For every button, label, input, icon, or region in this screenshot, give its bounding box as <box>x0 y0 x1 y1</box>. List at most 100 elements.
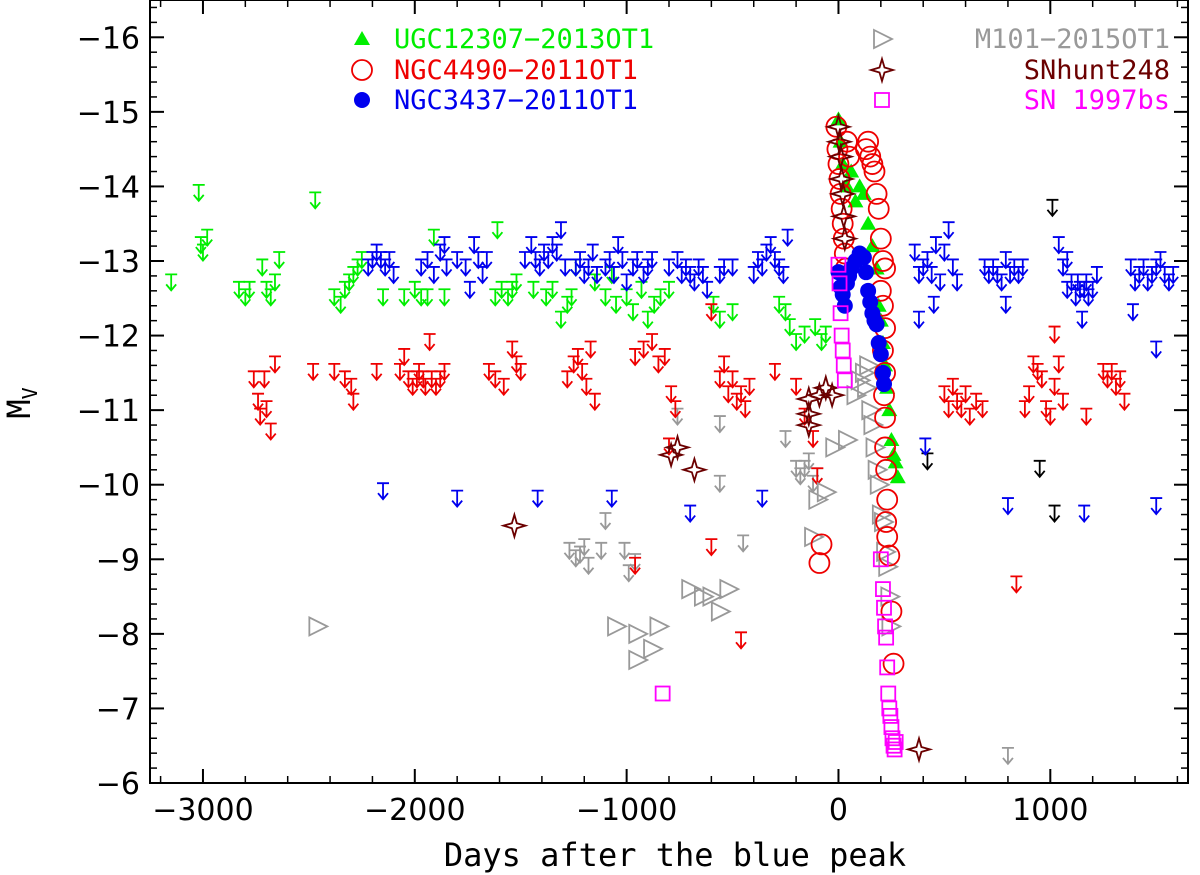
data-point <box>834 342 851 359</box>
data-point <box>816 481 838 503</box>
upper-limit-point <box>408 280 421 300</box>
data-point <box>710 601 732 622</box>
legend-label: UGC12307−2013OT1 <box>394 24 654 55</box>
upper-limit-point <box>726 303 739 322</box>
data-point <box>871 504 893 525</box>
upper-limit-point <box>783 318 796 337</box>
upper-limit-point <box>908 243 921 262</box>
upper-limit-point <box>921 452 934 471</box>
data-point <box>810 533 833 556</box>
upper-limit-point <box>415 258 428 277</box>
data-point <box>817 380 847 410</box>
data-point <box>835 357 852 374</box>
legend-label: NGC3437−2011OT1 <box>394 85 638 116</box>
upper-limit-point <box>781 228 794 248</box>
upper-limit-point <box>165 273 178 292</box>
upper-limit-point <box>1048 377 1061 397</box>
legend-marker <box>354 92 370 108</box>
series <box>500 112 934 764</box>
data-point <box>880 685 897 702</box>
upper-limit-point <box>946 258 959 277</box>
upper-limit-point <box>491 221 504 240</box>
data-point <box>836 372 853 389</box>
x-tick-label: −1000 <box>576 793 677 828</box>
upper-limit-point <box>574 251 587 270</box>
y-tick-label: −9 <box>96 543 140 578</box>
legend-marker <box>874 92 890 108</box>
data-point <box>832 305 849 322</box>
upper-limit-point <box>768 362 781 382</box>
upper-limit-point <box>497 377 510 397</box>
data-point <box>836 130 858 153</box>
data-point <box>794 399 824 429</box>
data-point <box>824 112 853 142</box>
y-tick-label: −7 <box>96 692 140 727</box>
upper-limit-point <box>554 221 567 240</box>
upper-limit-point <box>665 385 678 404</box>
upper-limit-point <box>912 310 925 330</box>
upper-limit-point <box>701 280 714 300</box>
upper-limit-point <box>970 392 983 412</box>
x-tick-label: 0 <box>829 793 848 828</box>
data-point <box>827 164 856 194</box>
upper-limit-point <box>603 251 616 270</box>
data-point <box>855 249 872 266</box>
upper-limit-point <box>790 377 803 397</box>
upper-limit-point <box>599 288 612 307</box>
data-point <box>628 623 650 645</box>
upper-limit-point <box>652 355 665 374</box>
upper-limit-point <box>648 295 661 315</box>
legend-label: NGC4490−2011OT1 <box>394 55 638 86</box>
legend-marker <box>354 31 370 45</box>
y-axis-title: MV <box>0 387 42 418</box>
data-points <box>165 111 1180 766</box>
upper-limit-point <box>247 370 260 389</box>
series <box>654 256 904 758</box>
upper-limit-point <box>921 251 934 270</box>
upper-limit-point <box>482 362 495 382</box>
upper-limit-point <box>377 482 390 501</box>
series <box>563 407 1014 766</box>
axis-ticks <box>150 0 1188 784</box>
upper-limit-point <box>605 489 618 509</box>
data-point <box>860 215 877 230</box>
upper-limit-point <box>629 556 642 576</box>
data-point <box>868 316 885 333</box>
data-point <box>663 433 692 462</box>
legend: UGC12307−2013OT1NGC4490−2011OT1NGC3437−2… <box>351 24 1170 116</box>
data-point <box>857 130 880 153</box>
data-point <box>654 685 671 702</box>
data-point <box>628 649 650 671</box>
upper-limit-point <box>1126 303 1139 322</box>
upper-limit-point <box>705 538 718 557</box>
legend-label: SNhunt248 <box>1024 55 1170 86</box>
upper-limit-point <box>421 251 434 270</box>
upper-limit-point <box>671 251 684 270</box>
upper-limit-point <box>510 273 523 292</box>
upper-limit-point <box>1023 385 1036 404</box>
upper-limit-point <box>438 288 451 307</box>
upper-limit-point <box>735 385 748 404</box>
upper-limit-point <box>260 400 273 419</box>
upper-limit-point <box>663 280 675 300</box>
upper-limit-point <box>1044 407 1057 427</box>
series <box>308 354 903 671</box>
upper-limit-point <box>1080 407 1093 427</box>
data-point <box>875 511 898 533</box>
upper-limit-point <box>739 400 752 419</box>
upper-limit-point <box>307 362 320 382</box>
upper-limit-point <box>718 355 731 374</box>
upper-limit-point <box>1057 392 1070 412</box>
data-point <box>846 384 868 406</box>
upper-limit-point <box>616 251 629 270</box>
upper-limit-point <box>713 415 726 434</box>
upper-limit-point <box>790 333 803 352</box>
upper-limit-point <box>995 273 1008 292</box>
upper-limit-point <box>1010 575 1023 594</box>
data-point <box>649 615 671 637</box>
upper-limit-point <box>495 280 508 300</box>
upper-limit-point <box>951 273 964 292</box>
upper-limit-point <box>942 221 955 240</box>
upper-limit-point <box>518 251 531 270</box>
